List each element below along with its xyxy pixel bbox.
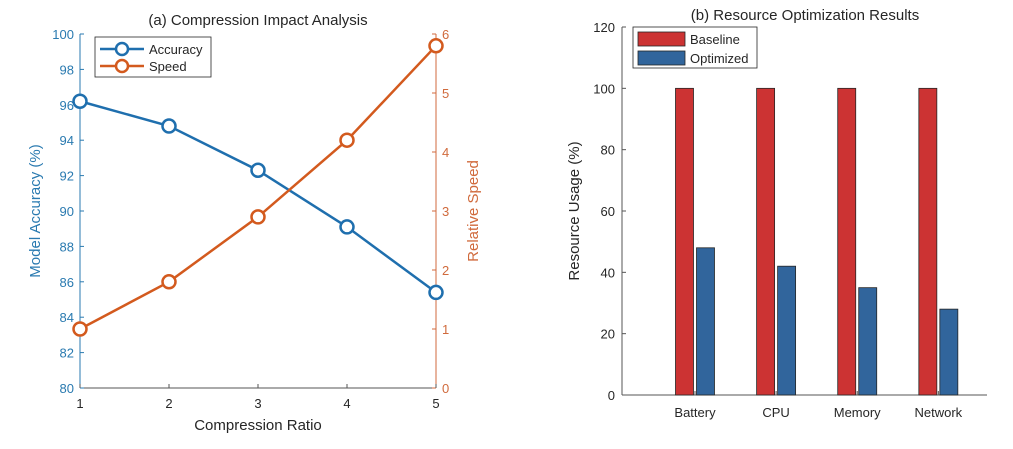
y-tick-label: 40 — [601, 265, 615, 280]
y-tick-label: 90 — [60, 204, 74, 219]
y-tick-label: 84 — [60, 310, 74, 325]
y-tick-label: 60 — [601, 204, 615, 219]
legend-accuracy-label: Accuracy — [149, 42, 203, 57]
baseline-bar-cpu — [756, 87, 776, 396]
speed-line — [79, 44, 437, 331]
legend-baseline-swatch — [637, 31, 686, 47]
chart-a-title: (a) Compression Impact Analysis — [148, 12, 367, 29]
x-tick-label: 5 — [432, 396, 439, 411]
chart-b-resource-optimization: (b) Resource Optimization Results 0 20 40 6… — [566, 7, 987, 420]
accuracy-point — [250, 162, 266, 179]
chart-b-legend: Baseline Optimized — [632, 26, 758, 69]
speed-point — [250, 209, 266, 225]
optimized-bar-battery — [696, 247, 715, 396]
x-tick-label: 3 — [254, 396, 261, 411]
legend-optimized-label: Optimized — [690, 51, 749, 66]
x-tick-label: Network — [914, 405, 962, 420]
y-tick-label: 20 — [601, 327, 615, 342]
speed-point — [72, 321, 88, 337]
x-tick-label: 2 — [165, 396, 172, 411]
y-tick-label: 88 — [60, 239, 74, 254]
chart-a-y-axis-label: Model Accuracy (%) — [27, 144, 44, 277]
legend-box — [94, 36, 212, 78]
baseline-bar-network — [918, 87, 938, 396]
optimized-bar-network — [939, 308, 959, 396]
accuracy-point — [339, 219, 355, 235]
y-tick-label: 82 — [60, 346, 74, 361]
right-y-tick-label: 6 — [442, 27, 449, 42]
accuracy-line — [79, 100, 437, 294]
right-y-tick-label: 3 — [442, 204, 449, 219]
x-tick-label: 1 — [76, 396, 83, 411]
x-tick-label: Memory — [834, 405, 881, 420]
chart-a-x-axis-label: Compression Ratio — [194, 417, 322, 434]
baseline-bar-memory — [837, 87, 857, 396]
y-tick-label: 98 — [60, 62, 74, 77]
chart-a-series — [72, 38, 444, 337]
chart-a-x-ticks: 1 2 3 4 5 — [76, 384, 440, 411]
y-tick-label: 92 — [60, 169, 74, 184]
y-tick-label: 86 — [60, 275, 74, 290]
accuracy-point — [161, 118, 177, 134]
chart-b-title: (b) Resource Optimization Results — [691, 7, 919, 24]
legend-baseline-label: Baseline — [690, 32, 740, 47]
chart-a-right-y-axis-label: Relative Speed — [465, 160, 482, 262]
y-tick-label: 0 — [608, 388, 615, 403]
right-y-tick-label: 1 — [442, 322, 449, 337]
speed-point — [161, 274, 177, 290]
baseline-bar-battery — [675, 87, 694, 396]
x-tick-label: CPU — [762, 405, 789, 420]
y-tick-label: 94 — [60, 133, 74, 148]
right-y-tick-label: 2 — [442, 263, 449, 278]
chart-a-right-ticks: 0 1 2 3 4 5 6 — [432, 27, 449, 396]
chart-b-x-ticks: Battery CPU Memory Network — [674, 391, 963, 420]
accuracy-point — [72, 93, 88, 110]
optimized-bar-cpu — [777, 265, 797, 396]
legend-speed-marker — [114, 58, 130, 74]
right-y-tick-label: 5 — [442, 86, 449, 101]
legend-optimized-swatch — [637, 50, 686, 66]
right-y-tick-label: 0 — [442, 381, 449, 396]
x-tick-label: 4 — [343, 396, 350, 411]
y-tick-label: 96 — [60, 98, 74, 113]
y-tick-label: 100 — [52, 27, 74, 42]
accuracy-point — [428, 284, 444, 301]
y-tick-label: 80 — [601, 143, 615, 158]
speed-point — [428, 38, 444, 54]
chart-a-compression-impact: (a) Compression Impact Analysis 80 82 84 86… — [27, 12, 482, 434]
chart-a-left-ticks: 80 82 84 86 88 90 92 94 96 98 100 — [52, 27, 84, 396]
y-tick-label: 80 — [60, 381, 74, 396]
chart-b-y-ticks: 0 20 40 60 80 100 120 — [593, 20, 626, 403]
chart-b-bars — [675, 87, 959, 396]
y-tick-label: 120 — [593, 20, 615, 35]
chart-b-y-axis-label: Resource Usage (%) — [566, 141, 583, 280]
legend-accuracy-marker — [114, 41, 130, 57]
optimized-bar-memory — [858, 287, 878, 396]
speed-point — [339, 132, 355, 148]
legend-speed-label: Speed — [149, 59, 187, 74]
x-tick-label: Battery — [674, 405, 716, 420]
y-tick-label: 100 — [593, 81, 615, 96]
chart-a-legend: Accuracy Speed — [94, 36, 212, 78]
right-y-tick-label: 4 — [442, 145, 449, 160]
